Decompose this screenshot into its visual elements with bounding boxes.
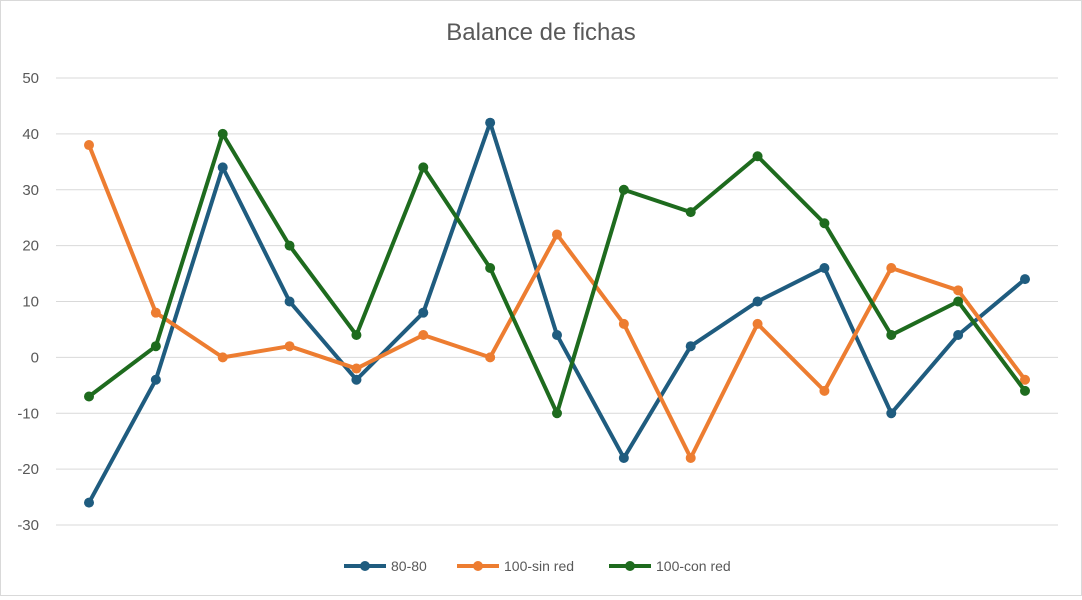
data-point [284, 240, 295, 251]
data-point [351, 363, 362, 374]
series-0 [84, 117, 1030, 508]
data-point [886, 262, 897, 273]
data-point [953, 296, 964, 307]
data-point [84, 497, 94, 508]
series-1 [84, 140, 1030, 463]
data-point [217, 352, 228, 363]
data-point [150, 307, 161, 318]
data-point [150, 374, 161, 385]
series-line [87, 131, 1027, 416]
y-tick-label: 20 [22, 238, 39, 255]
data-point [150, 341, 161, 352]
data-point [418, 330, 429, 341]
data-point [819, 218, 830, 229]
data-point [418, 162, 429, 173]
legend-label: 100-con red [656, 558, 731, 574]
legend-marker [360, 561, 370, 571]
data-point [84, 391, 94, 402]
series-2 [84, 128, 1030, 419]
data-point [685, 207, 696, 218]
series-lines [84, 117, 1030, 508]
data-point [485, 117, 496, 128]
data-point [485, 352, 496, 363]
y-tick-label: 10 [22, 294, 39, 311]
legend-item: 80-80 [344, 558, 427, 574]
legend-marker [625, 561, 635, 571]
y-tick-label: 40 [22, 126, 39, 143]
data-point [953, 330, 964, 341]
data-point [284, 341, 295, 352]
legend-item: 100-con red [609, 558, 731, 574]
y-tick-label: -30 [17, 517, 39, 534]
legend: 80-80 100-sin red 100-con red [344, 558, 731, 574]
data-point [552, 408, 562, 419]
y-tick-label: 50 [22, 70, 39, 87]
data-point [1020, 274, 1030, 285]
data-point [752, 151, 763, 162]
data-point [886, 330, 897, 341]
data-point [886, 408, 897, 419]
y-tick-label: -20 [17, 461, 39, 478]
data-point [351, 330, 362, 341]
data-point [752, 296, 763, 307]
data-point [618, 318, 629, 329]
data-point [819, 262, 830, 273]
legend-marker [473, 561, 483, 571]
data-point [418, 307, 429, 318]
data-point [1020, 374, 1030, 385]
data-point [217, 162, 228, 173]
legend-label: 100-sin red [504, 558, 574, 574]
data-point [953, 285, 964, 296]
data-point [284, 296, 295, 307]
data-point [685, 341, 696, 352]
legend-label: 80-80 [391, 558, 427, 574]
data-point [351, 374, 362, 385]
chart-title: Balance de fichas [446, 19, 636, 46]
legend-item: 100-sin red [457, 558, 574, 574]
y-tick-label: 0 [31, 349, 39, 366]
data-point [84, 140, 94, 151]
data-point [1020, 385, 1030, 396]
gridlines [56, 77, 1058, 526]
data-point [552, 330, 562, 341]
data-point [685, 452, 696, 463]
data-point [485, 262, 496, 273]
data-point [217, 128, 228, 139]
y-axis-ticks: 50 40 30 20 10 0 -10 -20 -30 [17, 70, 39, 534]
data-point [618, 452, 629, 463]
y-tick-label: 30 [22, 182, 39, 199]
data-point [552, 229, 562, 240]
data-point [819, 385, 830, 396]
series-line [87, 120, 1027, 505]
data-point [618, 184, 629, 195]
data-point [752, 318, 763, 329]
y-tick-label: -10 [17, 405, 39, 422]
